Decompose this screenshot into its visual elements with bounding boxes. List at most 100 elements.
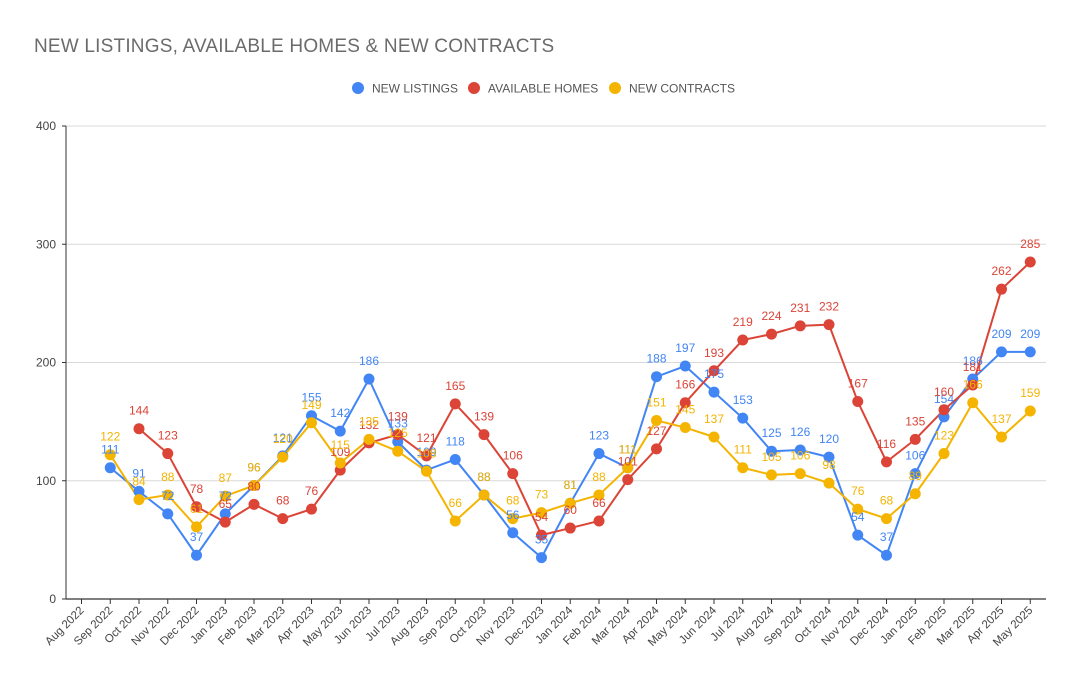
data-point [507, 513, 519, 525]
data-label: 66 [592, 496, 606, 510]
data-point [536, 552, 547, 564]
data-point [622, 474, 634, 486]
data-label: 111 [734, 443, 753, 457]
data-label: 118 [446, 434, 465, 448]
data-label: 89 [909, 469, 923, 483]
data-point [421, 450, 432, 462]
data-point [1024, 346, 1036, 358]
data-point [881, 456, 892, 468]
data-label: 160 [934, 385, 954, 399]
data-label: 84 [132, 475, 146, 489]
data-label: 60 [564, 503, 578, 517]
data-point [248, 498, 260, 510]
data-label: 121 [273, 431, 293, 445]
data-point [162, 489, 174, 501]
data-label: 101 [618, 455, 638, 469]
data-point [593, 448, 605, 460]
data-point [1024, 405, 1036, 417]
data-label: 80 [247, 479, 261, 493]
data-point [794, 320, 806, 332]
data-label: 76 [851, 484, 865, 498]
data-label: 135 [905, 414, 925, 428]
data-point [162, 508, 174, 520]
data-point [708, 431, 720, 443]
data-label: 197 [675, 341, 695, 355]
data-point [593, 515, 605, 527]
chart-title: NEW LISTINGS, AVAILABLE HOMES & NEW CONT… [34, 36, 555, 57]
data-label: 111 [619, 443, 638, 457]
data-point [593, 489, 605, 501]
data-point [306, 417, 317, 429]
data-point [191, 549, 202, 561]
data-point [823, 477, 835, 489]
data-point [651, 371, 662, 383]
data-point [104, 462, 116, 474]
data-label: 167 [848, 377, 868, 391]
data-point [909, 488, 921, 500]
data-label: 76 [305, 484, 319, 498]
data-label: 116 [877, 437, 896, 451]
data-point [996, 346, 1007, 358]
data-label: 123 [934, 429, 954, 443]
data-label: 98 [822, 458, 836, 472]
data-label: 88 [161, 470, 175, 484]
data-label: 122 [100, 430, 120, 444]
data-point [852, 503, 864, 515]
data-label: 68 [276, 494, 290, 508]
data-label: 209 [991, 327, 1011, 341]
data-label: 151 [646, 395, 666, 409]
data-point [823, 319, 835, 331]
data-point [737, 412, 749, 424]
data-label: 224 [761, 309, 781, 323]
data-label: 111 [101, 443, 120, 457]
data-point [852, 529, 864, 541]
data-point [737, 462, 749, 474]
data-label: 115 [331, 438, 350, 452]
legend: NEW LISTINGS AVAILABLE HOMES NEW CONTRACTS [352, 82, 735, 96]
data-point [881, 513, 892, 525]
data-point [104, 449, 116, 461]
data-point [622, 462, 634, 474]
data-label: 125 [388, 426, 408, 440]
data-point [191, 501, 202, 513]
data-point [564, 497, 576, 509]
data-point [536, 507, 547, 519]
data-point [651, 443, 662, 455]
data-points [104, 256, 1036, 564]
data-label: 139 [388, 410, 408, 424]
data-label: 144 [129, 404, 149, 418]
data-label: 126 [790, 425, 810, 439]
data-point [794, 468, 806, 480]
data-point [133, 494, 145, 506]
data-point [909, 468, 921, 480]
data-label: 37 [190, 530, 204, 544]
data-label: 68 [880, 494, 894, 508]
data-label: 56 [506, 508, 520, 522]
data-point [277, 451, 289, 463]
data-point [277, 513, 289, 525]
data-label: 285 [1020, 237, 1040, 251]
data-label: 73 [535, 488, 549, 502]
data-point [564, 522, 576, 534]
data-point [191, 521, 202, 533]
data-point [162, 448, 174, 460]
legend-marker [352, 82, 364, 94]
data-point [363, 433, 375, 445]
data-point [967, 397, 979, 409]
data-label: 166 [963, 378, 983, 392]
data-label: 121 [416, 431, 436, 445]
data-label: 135 [359, 414, 379, 428]
data-label: 35 [535, 533, 549, 547]
gridlines [66, 125, 1046, 482]
series-line [138, 261, 1031, 537]
data-label: 166 [675, 378, 695, 392]
data-label: 96 [247, 460, 261, 474]
data-label: 54 [535, 510, 549, 524]
y-tick-label: 400 [36, 119, 56, 133]
data-point [219, 490, 231, 502]
data-point [766, 469, 777, 481]
data-label: 219 [733, 315, 753, 329]
data-point [881, 549, 892, 561]
data-label: 159 [1020, 386, 1040, 400]
